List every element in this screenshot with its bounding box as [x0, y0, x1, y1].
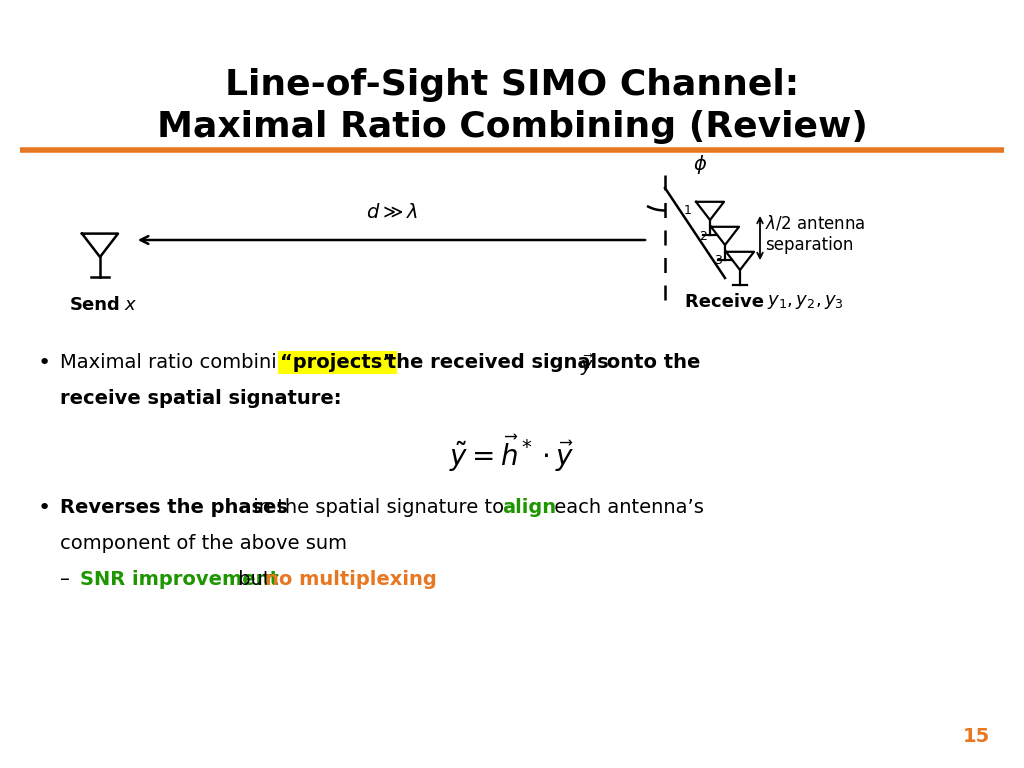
Text: onto the: onto the	[600, 353, 700, 372]
Text: $y_1, y_2, y_3$: $y_1, y_2, y_3$	[767, 293, 844, 311]
Text: $d \gg \lambda$: $d \gg \lambda$	[366, 203, 418, 222]
Text: $\vec{y}$: $\vec{y}$	[580, 353, 594, 379]
Text: 15: 15	[963, 727, 990, 746]
Text: 2: 2	[699, 230, 707, 243]
Text: “projects”: “projects”	[280, 353, 395, 372]
Text: separation: separation	[765, 236, 853, 254]
Text: Send: Send	[70, 296, 121, 314]
Text: align: align	[502, 498, 556, 517]
Text: receive spatial signature:: receive spatial signature:	[60, 389, 341, 408]
Text: but: but	[232, 570, 276, 589]
Text: –: –	[60, 570, 70, 589]
Text: 1: 1	[684, 204, 692, 217]
Text: 3: 3	[714, 254, 722, 267]
Text: •: •	[38, 353, 51, 373]
Text: in the spatial signature to: in the spatial signature to	[247, 498, 510, 517]
Text: Line-of-Sight SIMO Channel:
Maximal Ratio Combining (Review): Line-of-Sight SIMO Channel: Maximal Rati…	[157, 68, 867, 144]
Text: Reverses the phases: Reverses the phases	[60, 498, 288, 517]
Text: no multiplexing: no multiplexing	[265, 570, 437, 589]
Text: component of the above sum: component of the above sum	[60, 534, 347, 553]
Text: $\lambda$/2 antenna: $\lambda$/2 antenna	[765, 214, 865, 233]
Text: Receive: Receive	[685, 293, 770, 311]
Text: the received signals: the received signals	[380, 353, 615, 372]
Text: Maximal ratio combining: Maximal ratio combining	[60, 353, 307, 372]
Text: x: x	[125, 296, 135, 314]
Text: $\phi$: $\phi$	[693, 153, 708, 176]
Text: each antenna’s: each antenna’s	[548, 498, 703, 517]
Text: SNR improvement: SNR improvement	[80, 570, 279, 589]
Text: $\tilde{y} = \vec{h}^* \cdot \vec{y}$: $\tilde{y} = \vec{h}^* \cdot \vec{y}$	[450, 433, 574, 474]
Text: •: •	[38, 498, 51, 518]
